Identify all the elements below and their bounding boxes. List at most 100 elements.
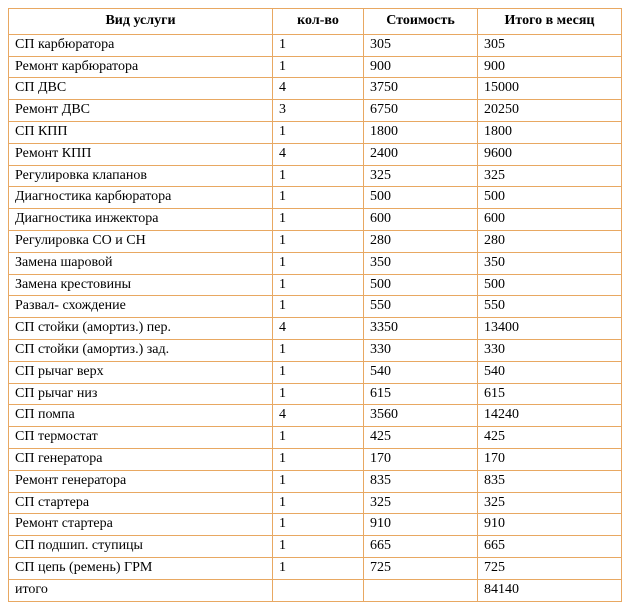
table-cell: 615: [364, 383, 478, 405]
table-cell: 910: [364, 514, 478, 536]
table-cell: 305: [364, 34, 478, 56]
table-cell: 500: [364, 187, 478, 209]
table-cell: 170: [478, 448, 622, 470]
table-cell: 4: [273, 318, 364, 340]
table-cell: 1: [273, 209, 364, 231]
table-cell: 540: [478, 361, 622, 383]
table-cell: 550: [364, 296, 478, 318]
table-cell: 1: [273, 557, 364, 579]
table-cell: СП цепь (ремень) ГРМ: [9, 557, 273, 579]
table-cell: 3560: [364, 405, 478, 427]
table-cell: 425: [364, 427, 478, 449]
table-cell: 4: [273, 405, 364, 427]
table-row: СП стойки (амортиз.) зад.1330330: [9, 339, 622, 361]
table-cell: Ремонт КПП: [9, 143, 273, 165]
table-cell: 6750: [364, 100, 478, 122]
table-row: СП карбюратора1305305: [9, 34, 622, 56]
table-row: Ремонт карбюратора1900900: [9, 56, 622, 78]
table-row: Ремонт генератора1835835: [9, 470, 622, 492]
table-cell: 725: [364, 557, 478, 579]
table-cell: 325: [478, 492, 622, 514]
table-cell: СП подшип. ступицы: [9, 536, 273, 558]
table-cell: 9600: [478, 143, 622, 165]
table-row: СП КПП118001800: [9, 121, 622, 143]
table-cell: 900: [364, 56, 478, 78]
table-row: Ремонт стартера1910910: [9, 514, 622, 536]
table-cell: 4: [273, 143, 364, 165]
table-cell: 325: [478, 165, 622, 187]
table-row: СП рычаг верх1540540: [9, 361, 622, 383]
table-cell: СП ДВС: [9, 78, 273, 100]
table-cell: 1: [273, 448, 364, 470]
table-row: СП стартера1325325: [9, 492, 622, 514]
table-cell: Развал- схождение: [9, 296, 273, 318]
table-row: СП термостат1425425: [9, 427, 622, 449]
table-cell: итого: [9, 579, 273, 601]
header-row: Вид услуги кол-во Стоимость Итого в меся…: [9, 9, 622, 35]
table-cell: 280: [364, 230, 478, 252]
table-row: Развал- схождение1550550: [9, 296, 622, 318]
table-cell: 3: [273, 100, 364, 122]
table-cell: 500: [478, 187, 622, 209]
table-cell: Регулировка клапанов: [9, 165, 273, 187]
table-cell: 3750: [364, 78, 478, 100]
table-cell: Диагностика инжектора: [9, 209, 273, 231]
table-row: СП рычаг низ1615615: [9, 383, 622, 405]
table-cell: Ремонт стартера: [9, 514, 273, 536]
table-body: СП карбюратора1305305Ремонт карбюратора1…: [9, 34, 622, 601]
table-cell: 1: [273, 121, 364, 143]
table-cell: 325: [364, 492, 478, 514]
table-row: Ремонт КПП424009600: [9, 143, 622, 165]
table-row: Диагностика карбюратора1500500: [9, 187, 622, 209]
col-header-cost: Стоимость: [364, 9, 478, 35]
table-cell: 540: [364, 361, 478, 383]
table-cell: СП рычаг низ: [9, 383, 273, 405]
table-cell: 1: [273, 536, 364, 558]
table-cell: СП рычаг верх: [9, 361, 273, 383]
table-cell: Диагностика карбюратора: [9, 187, 273, 209]
table-row: Замена шаровой1350350: [9, 252, 622, 274]
table-row: СП цепь (ремень) ГРМ1725725: [9, 557, 622, 579]
services-table: Вид услуги кол-во Стоимость Итого в меся…: [8, 8, 622, 602]
table-row: Диагностика инжектора1600600: [9, 209, 622, 231]
table-cell: 20250: [478, 100, 622, 122]
table-cell: Ремонт генератора: [9, 470, 273, 492]
table-cell: 1: [273, 56, 364, 78]
table-cell: 1: [273, 252, 364, 274]
table-row: СП помпа4356014240: [9, 405, 622, 427]
table-cell: 1: [273, 296, 364, 318]
table-row: СП подшип. ступицы1665665: [9, 536, 622, 558]
table-cell: 1: [273, 470, 364, 492]
table-cell: 1800: [364, 121, 478, 143]
table-cell: СП стойки (амортиз.) пер.: [9, 318, 273, 340]
table-cell: 550: [478, 296, 622, 318]
table-row: Регулировка СО и СН1280280: [9, 230, 622, 252]
table-cell: Ремонт карбюратора: [9, 56, 273, 78]
table-cell: [273, 579, 364, 601]
table-cell: 350: [364, 252, 478, 274]
table-cell: 615: [478, 383, 622, 405]
table-cell: 1: [273, 187, 364, 209]
table-cell: Замена крестовины: [9, 274, 273, 296]
table-cell: 835: [364, 470, 478, 492]
table-row: СП ДВС4375015000: [9, 78, 622, 100]
table-row: итого 84140: [9, 579, 622, 601]
table-cell: СП стойки (амортиз.) зад.: [9, 339, 273, 361]
table-row: Замена крестовины1500500: [9, 274, 622, 296]
table-cell: [364, 579, 478, 601]
table-cell: 13400: [478, 318, 622, 340]
table-cell: 910: [478, 514, 622, 536]
col-header-qty: кол-во: [273, 9, 364, 35]
table-cell: 14240: [478, 405, 622, 427]
table-cell: СП помпа: [9, 405, 273, 427]
table-cell: 350: [478, 252, 622, 274]
table-cell: 1: [273, 339, 364, 361]
table-cell: СП карбюратора: [9, 34, 273, 56]
table-cell: 84140: [478, 579, 622, 601]
table-cell: СП КПП: [9, 121, 273, 143]
table-cell: СП генератора: [9, 448, 273, 470]
table-cell: 1: [273, 383, 364, 405]
col-header-total: Итого в месяц: [478, 9, 622, 35]
table-cell: 330: [478, 339, 622, 361]
table-cell: 4: [273, 78, 364, 100]
